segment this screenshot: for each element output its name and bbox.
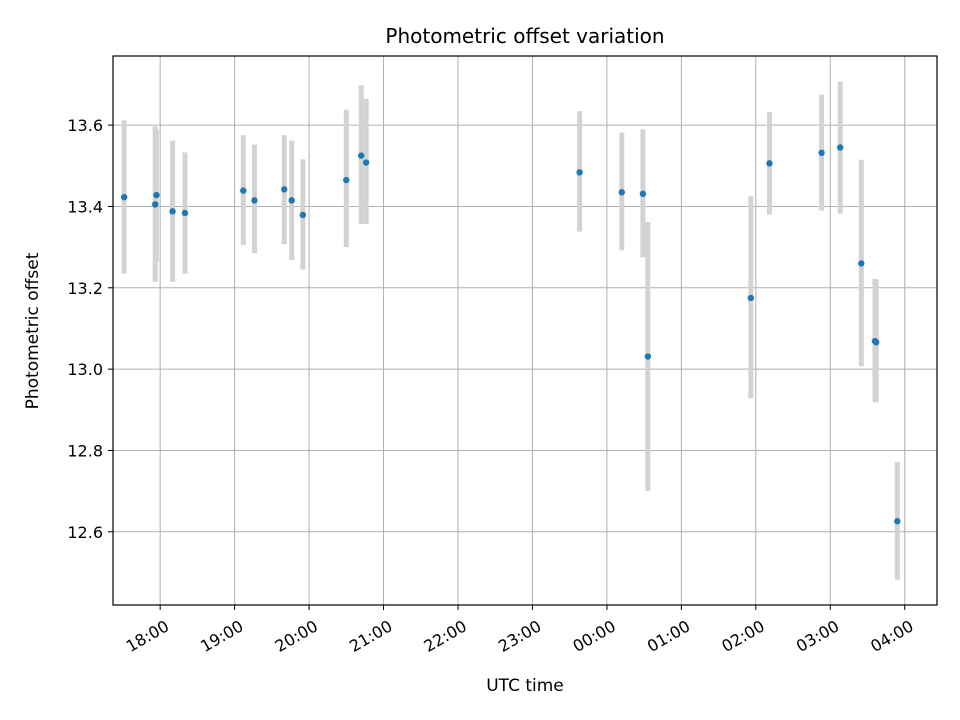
x-tick-label: 20:00 — [272, 616, 321, 656]
data-point — [618, 189, 625, 196]
y-tick-label: 13.4 — [67, 197, 103, 216]
data-point — [288, 197, 295, 204]
x-tick-label: 02:00 — [718, 616, 767, 656]
x-tick-label: 04:00 — [867, 616, 916, 656]
x-tick-label: 21:00 — [346, 616, 395, 656]
data-point — [818, 149, 825, 156]
x-tick-label: 00:00 — [569, 616, 618, 656]
data-point — [120, 193, 128, 201]
x-axis-ticks: 18:00 19:00 20:00 21:00 22:00 23:00 00:00 01:00… — [123, 605, 917, 656]
data-point — [576, 169, 583, 176]
chart-title: Photometric offset variation — [385, 24, 664, 48]
data-point — [169, 208, 176, 215]
data-point — [153, 191, 160, 199]
data-points — [120, 144, 901, 525]
data-point — [644, 353, 652, 360]
data-point — [837, 144, 844, 151]
y-tick-label: 13.2 — [67, 279, 103, 298]
y-tick-label: 13.0 — [67, 360, 103, 379]
y-tick-label: 12.6 — [67, 523, 103, 542]
x-tick-label: 01:00 — [644, 616, 693, 656]
data-point — [858, 260, 865, 267]
data-point — [151, 201, 159, 208]
x-tick-label: 03:00 — [793, 616, 842, 656]
data-point — [181, 209, 189, 217]
y-tick-label: 13.6 — [67, 116, 103, 135]
y-axis-ticks: 12.6 12.8 13.0 13.2 13.4 13.6 — [67, 116, 113, 542]
errorbars — [121, 81, 900, 580]
data-point — [251, 197, 258, 204]
data-point — [639, 190, 647, 198]
data-point — [872, 339, 880, 346]
data-point — [343, 176, 350, 184]
data-point — [766, 160, 773, 167]
plot-frame — [112, 55, 938, 606]
y-axis-label: Photometric offset — [23, 252, 43, 409]
data-point — [240, 187, 247, 194]
y-tick-label: 12.8 — [67, 441, 103, 460]
data-point — [357, 152, 365, 159]
x-axis-label: UTC time — [486, 676, 564, 696]
data-point — [894, 518, 901, 525]
x-tick-label: 22:00 — [421, 616, 470, 656]
x-tick-label: 23:00 — [495, 616, 544, 656]
x-tick-label: 18:00 — [123, 616, 172, 656]
data-point — [281, 186, 288, 193]
data-point — [362, 159, 370, 166]
data-point — [299, 211, 307, 219]
x-tick-label: 19:00 — [197, 616, 246, 656]
data-point — [747, 294, 755, 302]
grid — [113, 56, 937, 605]
